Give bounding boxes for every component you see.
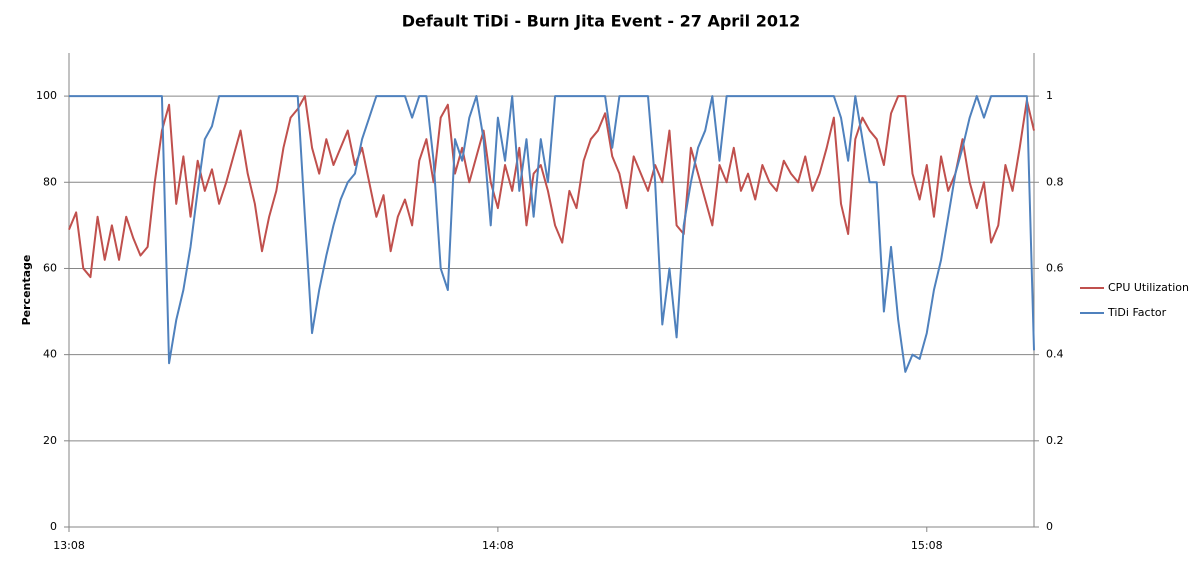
y-tick-label: 20 <box>43 434 57 447</box>
y-tick-label: 100 <box>36 89 57 102</box>
data-line <box>69 95 1035 373</box>
y2-tick-label: 0.4 <box>1046 348 1064 361</box>
y2-tick-label: 0.6 <box>1046 261 1064 274</box>
y-tick-label: 60 <box>43 261 57 274</box>
y-axis-label: Percentage <box>20 255 33 326</box>
y2-tick-label: 0.8 <box>1046 175 1064 188</box>
legend-label: TiDi Factor <box>1107 306 1167 319</box>
x-tick-label: 14:08 <box>482 539 514 552</box>
x-tick-label: 15:08 <box>911 539 943 552</box>
chart-title: Default TiDi - Burn Jita Event - 27 Apri… <box>402 12 800 31</box>
y2-tick-label: 0 <box>1046 520 1053 533</box>
x-tick-label: 13:08 <box>53 539 85 552</box>
y-tick-label: 40 <box>43 348 57 361</box>
y-tick-label: 80 <box>43 175 57 188</box>
y2-tick-label: 1 <box>1046 89 1053 102</box>
y2-tick-label: 0.2 <box>1046 434 1064 447</box>
legend-label: CPU Utilization <box>1108 281 1189 294</box>
y-tick-label: 0 <box>50 520 57 533</box>
data-line <box>68 95 1035 279</box>
